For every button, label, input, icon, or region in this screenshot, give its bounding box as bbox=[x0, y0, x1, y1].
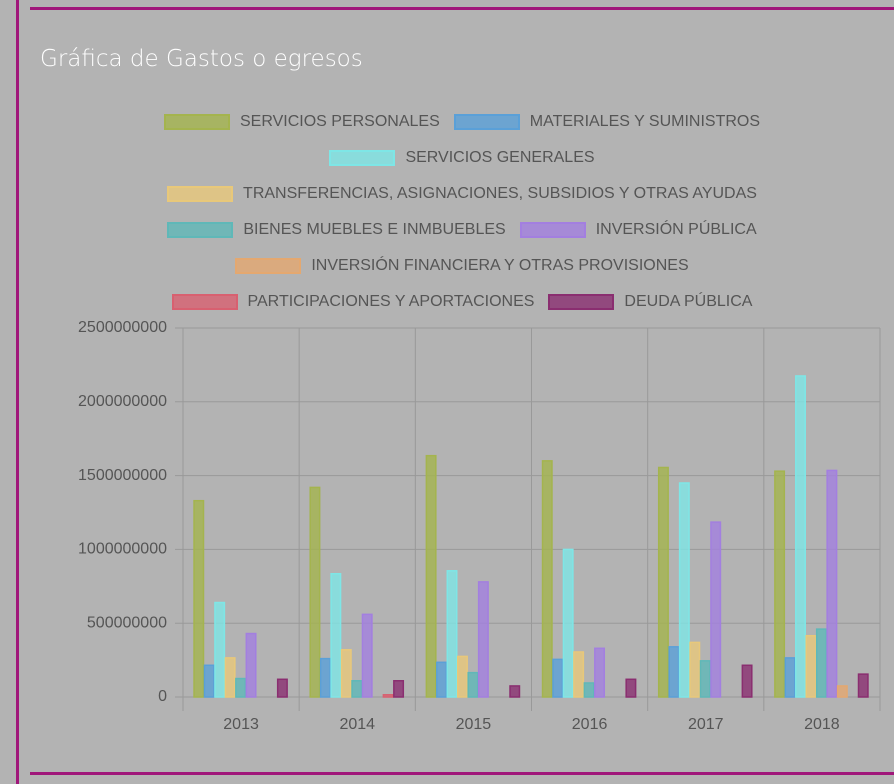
bar bbox=[193, 499, 205, 698]
legend: SERVICIOS PERSONALES MATERIALES Y SUMINIS… bbox=[82, 112, 842, 312]
x-tick-label: 2014 bbox=[339, 716, 375, 733]
legend-label: DEUDA PÚBLICA bbox=[624, 293, 753, 310]
bar bbox=[668, 646, 680, 698]
legend-item[interactable]: SERVICIOS GENERALES bbox=[329, 148, 595, 168]
legend-swatch bbox=[171, 294, 238, 310]
bar bbox=[741, 664, 753, 698]
bar bbox=[382, 694, 394, 698]
x-tick-label: 2018 bbox=[804, 716, 840, 733]
bar bbox=[224, 657, 236, 698]
y-tick-label: 1500000000 bbox=[78, 467, 167, 484]
legend-swatch bbox=[167, 222, 234, 238]
bar bbox=[594, 647, 606, 698]
bar bbox=[309, 486, 321, 698]
legend-swatch bbox=[235, 258, 302, 274]
x-tick-label: 2015 bbox=[456, 716, 492, 733]
bar bbox=[784, 657, 796, 698]
legend-item[interactable]: MATERIALES Y SUMINISTROS bbox=[453, 112, 761, 132]
chart-title: Gráfica de Gastos o egresos bbox=[40, 46, 363, 72]
y-tick-label: 2500000000 bbox=[78, 319, 167, 336]
bar bbox=[446, 570, 458, 698]
x-tick-label: 2013 bbox=[223, 716, 259, 733]
legend-label: INVERSIÓN FINANCIERA Y OTRAS PROVISIONES bbox=[311, 257, 689, 274]
legend-item[interactable]: SERVICIOS PERSONALES bbox=[163, 112, 440, 132]
bar bbox=[710, 521, 722, 698]
legend-item[interactable]: TRANSFERENCIAS, ASIGNACIONES, SUBSIDIOS … bbox=[167, 184, 757, 204]
bar bbox=[319, 657, 331, 698]
top-border bbox=[30, 7, 894, 10]
y-tick-label: 500000000 bbox=[87, 614, 167, 631]
legend-label: SERVICIOS GENERALES bbox=[405, 149, 595, 166]
bar bbox=[857, 673, 869, 698]
bar bbox=[393, 680, 405, 698]
legend-item[interactable]: INVERSIÓN FINANCIERA Y OTRAS PROVISIONES bbox=[235, 256, 689, 276]
bar bbox=[436, 661, 448, 698]
bar bbox=[276, 678, 288, 698]
bar bbox=[562, 548, 574, 698]
bar bbox=[509, 685, 521, 698]
legend-item[interactable]: DEUDA PÚBLICA bbox=[548, 292, 752, 312]
legend-swatch bbox=[453, 114, 520, 130]
x-tick-label: 2016 bbox=[572, 716, 608, 733]
bar bbox=[541, 460, 553, 698]
bar bbox=[774, 470, 786, 698]
bar bbox=[678, 482, 690, 698]
legend-swatch bbox=[329, 150, 396, 166]
bar bbox=[235, 677, 247, 698]
legend-item[interactable]: BIENES MUEBLES E INMBUEBLES bbox=[167, 220, 506, 240]
x-tick-label: 2017 bbox=[688, 716, 724, 733]
bar bbox=[552, 658, 564, 698]
legend-label: MATERIALES Y SUMINISTROS bbox=[529, 113, 761, 130]
bottom-border bbox=[30, 772, 894, 775]
y-tick-label: 2000000000 bbox=[78, 393, 167, 410]
bar bbox=[689, 641, 701, 698]
bar bbox=[203, 664, 215, 698]
bar bbox=[456, 655, 468, 698]
bar bbox=[795, 375, 806, 698]
bar bbox=[699, 660, 711, 698]
legend-swatch bbox=[163, 114, 230, 130]
bar bbox=[467, 671, 479, 698]
bar bbox=[815, 628, 827, 698]
legend-swatch bbox=[167, 186, 234, 202]
legend-item[interactable]: INVERSIÓN PÚBLICA bbox=[519, 220, 757, 240]
bar bbox=[245, 632, 257, 698]
bar bbox=[826, 469, 838, 698]
legend-item[interactable]: PARTICIPACIONES Y APORTACIONES bbox=[171, 292, 535, 312]
bar bbox=[340, 649, 352, 698]
bar bbox=[625, 678, 637, 698]
bar bbox=[330, 573, 342, 698]
legend-label: TRANSFERENCIAS, ASIGNACIONES, SUBSIDIOS … bbox=[243, 185, 757, 202]
bar bbox=[214, 601, 226, 698]
y-tick-label: 1000000000 bbox=[78, 541, 167, 558]
legend-label: BIENES MUEBLES E INMBUEBLES bbox=[243, 221, 506, 238]
left-border bbox=[16, 0, 19, 784]
bar bbox=[805, 634, 817, 698]
legend-swatch bbox=[519, 222, 586, 238]
bar bbox=[657, 466, 669, 698]
bar bbox=[836, 685, 848, 698]
bar bbox=[583, 682, 595, 698]
bar bbox=[425, 454, 437, 698]
bar bbox=[477, 581, 489, 698]
legend-label: INVERSIÓN PÚBLICA bbox=[595, 221, 757, 238]
legend-label: PARTICIPACIONES Y APORTACIONES bbox=[247, 293, 535, 310]
legend-swatch bbox=[548, 294, 615, 310]
y-tick-label: 0 bbox=[158, 688, 167, 705]
bar bbox=[361, 613, 373, 698]
bar bbox=[351, 680, 363, 698]
bar bbox=[573, 651, 585, 698]
legend-label: SERVICIOS PERSONALES bbox=[239, 113, 440, 130]
